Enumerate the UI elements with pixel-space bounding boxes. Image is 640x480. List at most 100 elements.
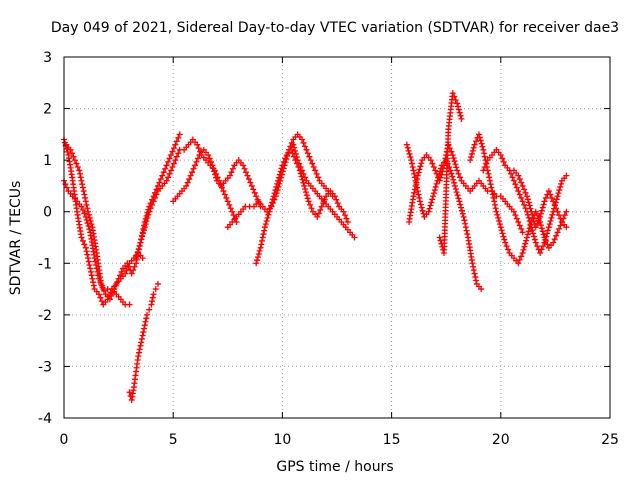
data-point (190, 165, 197, 172)
data-point (301, 182, 308, 189)
data-point (537, 210, 544, 217)
data-point (502, 239, 509, 246)
data-point (133, 260, 140, 267)
data-point (543, 233, 550, 240)
data-point (79, 181, 86, 188)
data-point (90, 279, 97, 286)
data-point (226, 201, 233, 208)
data-point (315, 210, 322, 217)
data-point (245, 176, 252, 183)
data-point (170, 145, 177, 152)
data-point (259, 237, 266, 244)
data-point (340, 208, 347, 215)
data-point (431, 187, 438, 194)
data-point (547, 191, 554, 198)
data-point (477, 137, 484, 144)
data-point (471, 270, 478, 277)
data-point (438, 171, 445, 178)
data-point (275, 177, 282, 184)
data-point (540, 201, 547, 208)
data-point (88, 221, 95, 228)
data-point (500, 158, 507, 165)
data-point (472, 274, 479, 281)
data-point (272, 187, 279, 194)
data-point (83, 216, 90, 223)
data-point (77, 170, 84, 177)
data-point (454, 167, 461, 174)
y-tick-label: -1 (38, 256, 52, 272)
data-point (241, 165, 248, 172)
data-point (193, 158, 200, 165)
data-point (136, 346, 143, 353)
data-point (135, 245, 142, 252)
data-point (81, 241, 88, 248)
data-point (452, 96, 459, 103)
data-point (450, 176, 457, 183)
data-point (497, 151, 504, 158)
data-point (130, 267, 137, 274)
data-point (84, 205, 91, 212)
data-point (456, 109, 463, 116)
data-point (253, 260, 260, 267)
data-point (436, 177, 443, 184)
data-point (454, 103, 461, 110)
data-point (78, 203, 85, 210)
data-point (540, 243, 547, 250)
data-point (260, 231, 267, 238)
data-point (318, 203, 325, 210)
x-tick-label: 20 (492, 432, 510, 448)
data-point (143, 217, 150, 224)
data-point (189, 169, 196, 176)
y-tick-label: -4 (38, 411, 52, 427)
data-point (282, 155, 289, 162)
data-point (462, 224, 469, 231)
data-point (124, 260, 131, 267)
data-point (208, 158, 215, 165)
data-point (343, 215, 350, 222)
data-point (463, 227, 470, 234)
data-point (160, 169, 167, 176)
data-point (299, 167, 306, 174)
data-point (417, 163, 424, 170)
data-point (556, 212, 563, 219)
data-point (310, 164, 317, 171)
data-point (510, 177, 517, 184)
data-point (557, 183, 564, 190)
data-point (521, 201, 528, 208)
data-point (143, 311, 150, 318)
data-point (464, 231, 471, 238)
data-point (143, 315, 150, 322)
data-point (139, 255, 146, 262)
data-point (228, 169, 235, 176)
data-point (447, 167, 454, 174)
data-point (268, 202, 275, 209)
data-point (73, 160, 80, 167)
data-point (163, 162, 170, 169)
data-point (451, 93, 458, 100)
data-point (448, 170, 455, 177)
data-point (539, 204, 546, 211)
data-point (415, 169, 422, 176)
data-point (146, 208, 153, 215)
data-point (519, 249, 526, 256)
data-point (513, 215, 520, 222)
data-point (555, 190, 562, 197)
y-tick-label: 3 (43, 50, 52, 66)
series-arc-9 (290, 141, 358, 241)
data-point (141, 224, 148, 231)
data-point (255, 251, 262, 258)
y-tick-label: -3 (38, 359, 52, 375)
data-point (271, 190, 278, 197)
data-point (292, 150, 299, 157)
data-point (227, 205, 234, 212)
data-point (534, 243, 541, 250)
data-point (425, 208, 432, 215)
data-point (453, 189, 460, 196)
data-point (86, 214, 93, 221)
data-point (277, 168, 284, 175)
data-point (183, 182, 190, 189)
data-point (461, 217, 468, 224)
data-point (301, 143, 308, 150)
data-point (312, 167, 319, 174)
data-point (70, 153, 77, 160)
